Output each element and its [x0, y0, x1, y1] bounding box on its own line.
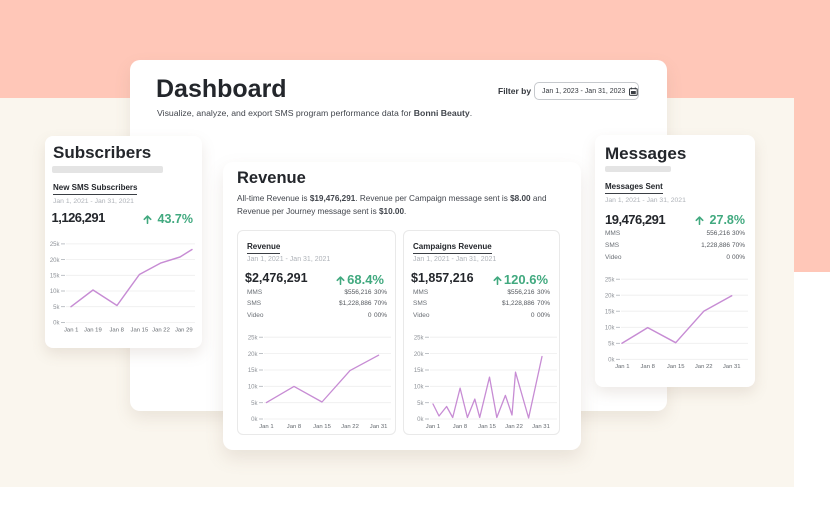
svg-text:10k: 10k: [50, 289, 61, 295]
svg-text:Jan 8: Jan 8: [109, 328, 124, 334]
svg-text:25k: 25k: [605, 277, 616, 283]
svg-text:Jan 31: Jan 31: [370, 424, 388, 430]
svg-text:10k: 10k: [605, 326, 616, 332]
svg-text:0k: 0k: [53, 321, 60, 327]
svg-text:Jan 15: Jan 15: [667, 364, 685, 370]
svg-text:5k: 5k: [53, 305, 60, 311]
svg-text:Jan 8: Jan 8: [287, 424, 302, 430]
svg-text:25k: 25k: [50, 242, 61, 248]
svg-text:Jan 8: Jan 8: [640, 364, 655, 370]
svg-text:15k: 15k: [414, 368, 425, 374]
svg-text:Jan 22: Jan 22: [341, 424, 359, 430]
svg-text:20k: 20k: [50, 258, 61, 264]
svg-text:Jan 31: Jan 31: [532, 424, 550, 430]
svg-text:Jan 8: Jan 8: [453, 424, 468, 430]
svg-text:Jan 22: Jan 22: [152, 328, 170, 334]
svg-text:15k: 15k: [605, 309, 616, 315]
svg-text:20k: 20k: [414, 352, 425, 358]
svg-text:25k: 25k: [248, 335, 259, 341]
svg-text:10k: 10k: [414, 385, 425, 391]
svg-text:5k: 5k: [251, 401, 258, 407]
svg-text:Jan 22: Jan 22: [505, 424, 523, 430]
svg-text:Jan 15: Jan 15: [131, 328, 149, 334]
svg-text:Jan 15: Jan 15: [478, 424, 496, 430]
svg-text:Jan 1: Jan 1: [615, 364, 629, 370]
svg-text:0k: 0k: [608, 358, 615, 364]
svg-text:20k: 20k: [248, 352, 259, 358]
svg-text:Jan 1: Jan 1: [259, 424, 273, 430]
svg-text:Jan 29: Jan 29: [175, 328, 193, 334]
svg-text:15k: 15k: [248, 368, 259, 374]
svg-text:Jan 15: Jan 15: [313, 424, 331, 430]
svg-text:0k: 0k: [417, 417, 424, 423]
svg-text:Jan 22: Jan 22: [695, 364, 713, 370]
svg-text:Jan 31: Jan 31: [723, 364, 741, 370]
svg-text:10k: 10k: [248, 385, 259, 391]
svg-text:20k: 20k: [605, 293, 616, 299]
svg-text:Jan 19: Jan 19: [84, 328, 102, 334]
svg-text:15k: 15k: [50, 274, 61, 280]
svg-text:5k: 5k: [417, 401, 424, 407]
svg-text:Jan 1: Jan 1: [426, 424, 440, 430]
svg-text:25k: 25k: [414, 335, 425, 341]
svg-text:5k: 5k: [608, 342, 615, 348]
svg-text:0k: 0k: [251, 417, 258, 423]
svg-text:Jan 1: Jan 1: [64, 328, 78, 334]
